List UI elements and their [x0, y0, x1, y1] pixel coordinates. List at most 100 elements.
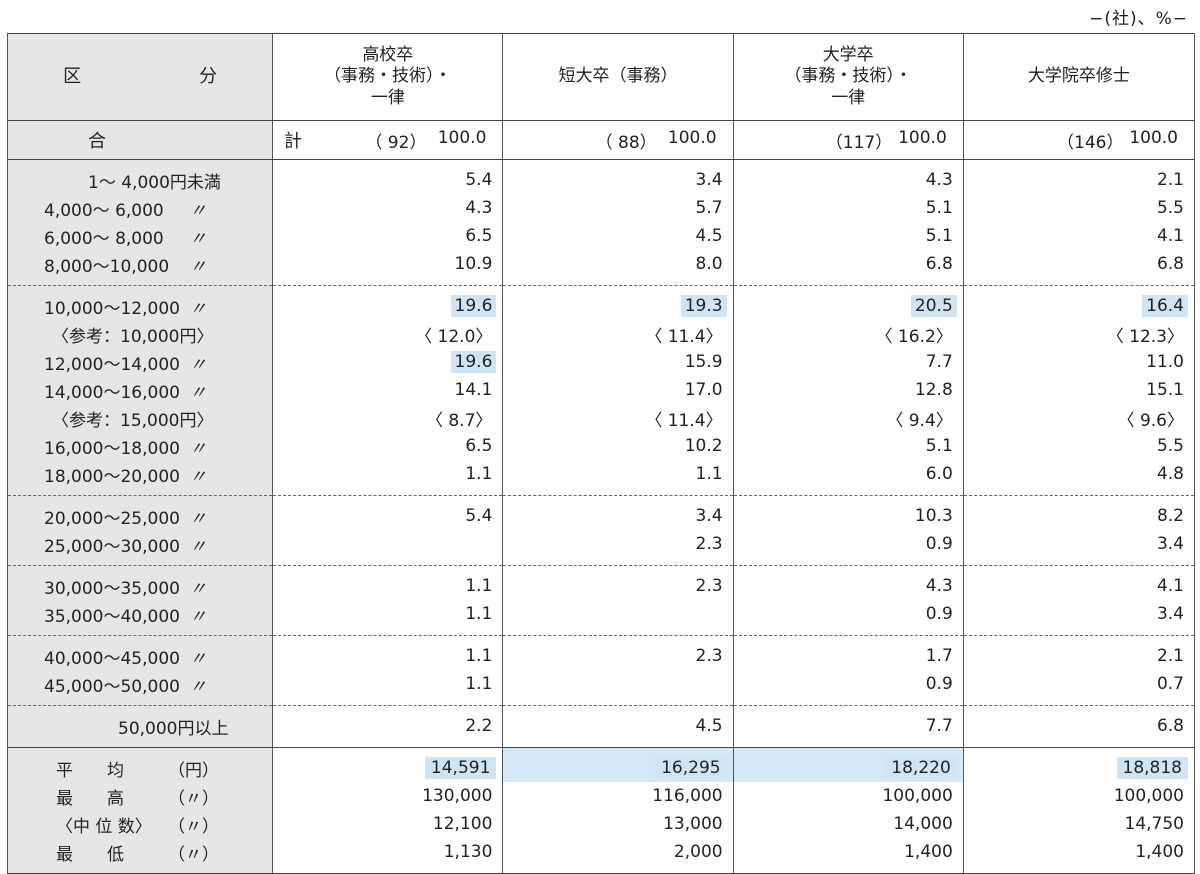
header-row: 区 分 高校卒 （事務・技術）・ 一律 短大卒（事務） 大学卒 （事務・技術）・ 一律 …	[6, 33, 1196, 121]
value-cell: 14.1	[272, 376, 504, 404]
stat-value-cell: 14,000	[732, 810, 964, 838]
value: 5.5	[1156, 436, 1184, 456]
range-label: 50,000円以上	[118, 718, 229, 739]
value: 〈 11.4〉	[645, 326, 723, 347]
range-label: 4,000〜 6,000	[44, 200, 164, 221]
stat-unit: （〃）	[168, 816, 219, 837]
row-label: 〈参考：10,000円〉	[6, 320, 274, 348]
value: 0.7	[1156, 674, 1184, 694]
stat-value: 100,000	[882, 786, 953, 806]
salary-distribution-table: 区 分 高校卒 （事務・技術）・ 一律 短大卒（事務） 大学卒 （事務・技術）・ 一律 …	[6, 33, 1196, 874]
total-row: 合 計 （ 92） 100.0 （ 88） 100.0 （117） 100.0 （14…	[6, 120, 1196, 160]
value-cell: 3.4	[502, 159, 734, 194]
total-cell: （117） 100.0	[732, 120, 964, 160]
ditto-mark: 〃	[189, 354, 207, 375]
value-cell: 17.0	[502, 376, 734, 404]
stat-value-cell: 13,000	[502, 810, 734, 838]
value-cell: 6.5	[272, 432, 504, 460]
row-label: 45,000〜50,000 〃	[6, 670, 274, 706]
range-label: 1〜 4,000円未満	[88, 172, 221, 193]
value-cell: 12.8	[732, 376, 964, 404]
value: 5.4	[465, 170, 493, 190]
value: 1.1	[465, 464, 493, 484]
value-cell: 5.5	[962, 432, 1196, 460]
row-label: 18,000〜20,000 〃	[6, 460, 274, 496]
row-label: 8,000〜10,000 〃	[6, 250, 274, 286]
value-cell: 1.1	[272, 635, 504, 670]
row-label: 12,000〜14,000 〃	[6, 348, 274, 376]
row-label: 50,000円以上	[6, 705, 274, 748]
value-cell: 〈 16.2〉	[732, 320, 964, 348]
stats-row: 〈中 位 数〉 （〃） 12,100 13,000 14,000 14,750	[6, 810, 1196, 838]
value-cell: 1.1	[272, 670, 504, 706]
value: 17.0	[684, 380, 723, 400]
value: 〈 16.2〉	[875, 326, 953, 347]
stat-value-cell: 1,400	[732, 838, 964, 874]
range-group: 30,000〜35,000 〃 1.1 2.3 4.3 4.1 35,000〜40,000 〃…	[6, 565, 1196, 636]
value-cell: 4.5	[502, 222, 734, 250]
table-row: 35,000〜40,000 〃 1.1 0.9 3.4	[6, 600, 1196, 636]
value: 7.7	[925, 352, 953, 372]
stat-value-cell: 1,400	[962, 838, 1196, 874]
value-cell: 1.1	[272, 565, 504, 600]
value-cell: 1.1	[272, 460, 504, 496]
ditto-mark: 〃	[189, 466, 207, 487]
value: 4.8	[1156, 464, 1184, 484]
header-kubun: 区 分	[6, 33, 274, 121]
value-cell: 2.1	[962, 635, 1196, 670]
ditto-mark: 〃	[189, 648, 207, 669]
stat-name: 最 低	[56, 844, 124, 865]
value-cell: 0.9	[732, 530, 964, 566]
value: 10.3	[914, 506, 953, 526]
value: 5.1	[925, 198, 953, 218]
stat-value-cell: 14,591	[272, 747, 504, 782]
stat-value: 130,000	[422, 786, 493, 806]
table-row: 12,000〜14,000 〃 19.6 15.9 7.7 11.0	[6, 348, 1196, 376]
range-label: 16,000〜18,000	[44, 438, 180, 459]
value: 6.5	[465, 226, 493, 246]
stat-value: 14,591	[424, 757, 497, 779]
row-label: 25,000〜30,000 〃	[6, 530, 274, 566]
value: 〈 9.4〉	[886, 410, 953, 431]
stat-label: 平 均 （円）	[6, 747, 274, 782]
row-label: 〈参考：15,000円〉	[6, 404, 274, 432]
value-cell: 5.5	[962, 194, 1196, 222]
stat-value-cell: 14,750	[962, 810, 1196, 838]
stats-row: 平 均 （円） 14,591 16,295 18,220 18,818	[6, 747, 1196, 782]
value-cell: 15.9	[502, 348, 734, 376]
range-label: 14,000〜16,000	[44, 382, 180, 403]
range-label: 18,000〜20,000	[44, 466, 180, 487]
stat-value-cell: 130,000	[272, 782, 504, 810]
value: 15.1	[1146, 380, 1184, 400]
value-cell: 8.0	[502, 250, 734, 286]
value: 5.5	[1156, 198, 1184, 218]
value: 1.1	[465, 576, 493, 596]
value: 1.1	[465, 646, 493, 666]
value: 4.3	[925, 170, 953, 190]
row-label: 30,000〜35,000 〃	[6, 565, 274, 600]
value-cell	[272, 530, 504, 566]
table-row: 4,000〜 6,000 〃 4.3 5.7 5.1 5.5	[6, 194, 1196, 222]
value: 10.9	[454, 254, 493, 274]
value-cell: 5.1	[732, 194, 964, 222]
row-label: 14,000〜16,000 〃	[6, 376, 274, 404]
value-cell: 1.7	[732, 635, 964, 670]
value-cell: 〈 12.3〉	[962, 320, 1196, 348]
value-cell: 11.0	[962, 348, 1196, 376]
value: 〈 12.0〉	[415, 326, 493, 347]
ditto-mark: 〃	[189, 508, 207, 529]
value-cell: 4.3	[732, 565, 964, 600]
range-label: 45,000〜50,000	[44, 676, 180, 697]
value-cell: 3.4	[962, 600, 1196, 636]
header-col-4: 大学院卒修士	[962, 33, 1196, 121]
value: 3.4	[695, 170, 723, 190]
value: 4.5	[695, 716, 723, 736]
value-cell: 0.9	[732, 670, 964, 706]
unit-note: −(社)、%−	[1089, 9, 1188, 29]
range-label: 40,000〜45,000	[44, 648, 180, 669]
stat-label: 最 高 （〃）	[6, 782, 274, 810]
table-row: 8,000〜10,000 〃 10.9 8.0 6.8 6.8	[6, 250, 1196, 286]
value-cell	[502, 670, 734, 706]
value: 4.3	[465, 198, 493, 218]
value: 0.9	[925, 674, 953, 694]
